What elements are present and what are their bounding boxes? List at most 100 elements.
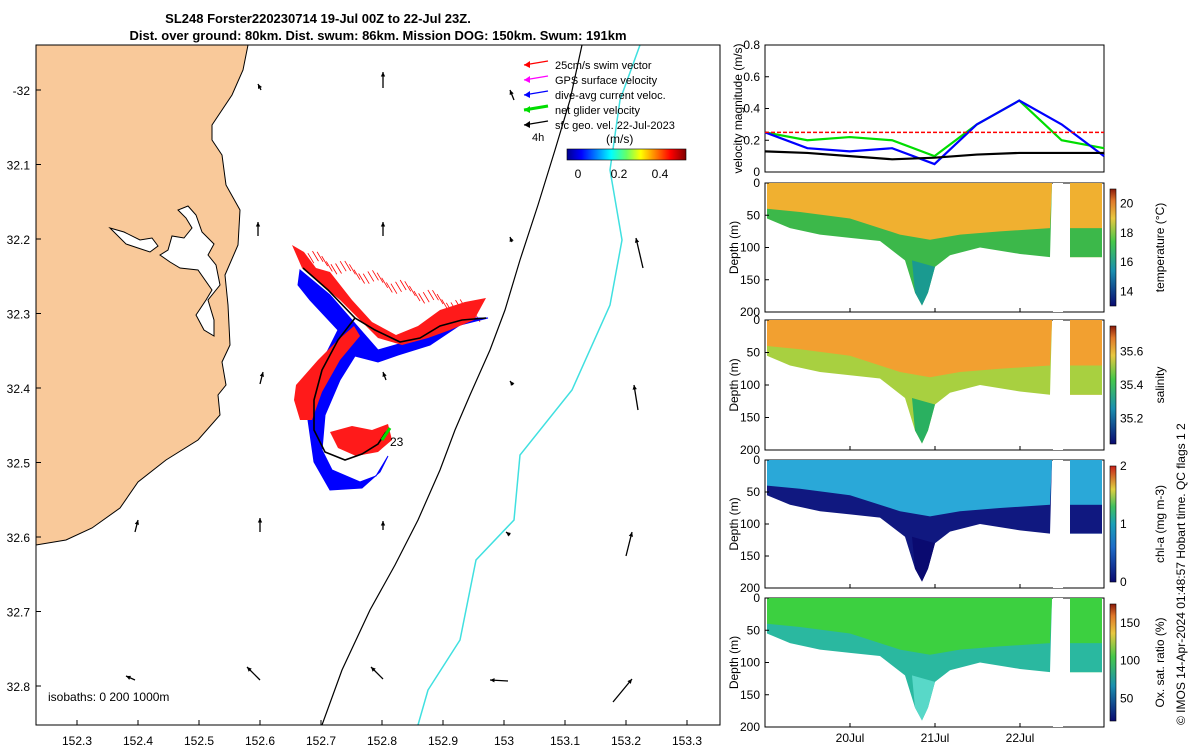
lon-tick-label: 152.7 <box>306 734 336 748</box>
swim-vector-fan-tail <box>330 424 392 456</box>
geo-arrow-head <box>634 238 640 243</box>
colorbar-tick-label: 0 <box>1120 575 1127 589</box>
legend-label: GPS surface velocity <box>555 75 658 87</box>
lon-tick-label: 152.4 <box>123 734 153 748</box>
colorbar-label: temperature (°C) <box>1153 203 1167 293</box>
swim-vector <box>390 283 398 294</box>
geo-velocity-arrow <box>505 531 511 537</box>
lat-tick-label: 32.7 <box>7 606 31 620</box>
heatmap-panel: 0 50 100 150 200 Depth (m) 0 1 2 chl-a (mg m-3) <box>727 453 1167 595</box>
lon-tick-label: 153 <box>494 734 514 748</box>
depth-tick-label: 50 <box>747 623 761 637</box>
swim-vector <box>395 281 402 293</box>
colorbar-tick-label: 20 <box>1120 197 1134 211</box>
geo-velocity-arrow <box>257 83 262 91</box>
legend-label: dive-avg current veloc. <box>555 90 666 102</box>
swim-vector <box>349 264 356 275</box>
swim-vector <box>409 285 416 297</box>
profile-deep-core <box>912 536 935 582</box>
swim-vector <box>321 255 329 267</box>
legend-item: dive-avg current veloc. <box>523 90 666 102</box>
heatmap-panel: 0 50 100 150 200 Depth (m) 50 100 150 Ox. sat. ra… <box>727 591 1167 734</box>
swim-vector <box>381 277 389 289</box>
lon-tick-label: 152.8 <box>367 734 397 748</box>
swim-vector <box>339 261 347 272</box>
legend-item: sfc geo. vel. 22-Jul-2023 <box>523 120 675 132</box>
isobath-note: isobaths: 0 200 1000m <box>48 690 169 704</box>
depth-tick-label: 50 <box>747 208 761 222</box>
time-note: 4h <box>532 132 544 144</box>
geo-arrow-head <box>380 72 386 77</box>
swim-vector <box>436 293 444 305</box>
legend-arrowhead <box>524 91 530 98</box>
swim-vector <box>316 251 324 263</box>
glider-track <box>302 267 487 461</box>
depth-tick-label: 100 <box>740 378 760 392</box>
velocity-series-line <box>764 150 1104 161</box>
depth-tick-label: 100 <box>740 517 760 531</box>
geo-velocity-arrow <box>370 666 384 680</box>
coastal-lake <box>159 205 221 337</box>
colorbar-tick-label: 0.4 <box>652 167 669 181</box>
profile-deep-core <box>912 260 935 306</box>
geo-arrow-head <box>382 372 387 377</box>
legend-arrowhead <box>524 121 530 128</box>
geo-velocity-arrow <box>509 380 515 386</box>
geo-arrow-head <box>247 667 252 672</box>
time-axis-labels: 20Jul 21Jul 22Jul <box>836 731 1035 745</box>
lon-tick-label: 153.2 <box>611 734 641 748</box>
profile-upper-layer <box>767 598 1052 655</box>
geo-arrow-head <box>259 372 265 377</box>
depth-tick-label: 200 <box>740 443 760 457</box>
geo-arrow-head <box>632 385 637 390</box>
legend-item: GPS surface velocity <box>523 75 658 87</box>
geo-arrow-head <box>506 532 511 537</box>
colorbar-tick-label: 1 <box>1120 517 1127 531</box>
profile-deep-core <box>912 398 935 444</box>
geo-velocity-arrow <box>489 678 509 683</box>
colorbar-tick-label: 35.4 <box>1120 378 1144 392</box>
geo-velocity-arrow <box>380 222 386 236</box>
map-frame <box>35 44 721 726</box>
depth-tick-label: 0 <box>753 313 760 327</box>
swim-vector <box>312 250 319 262</box>
longitude-ticks: 152.3 152.4 152.5 152.6 152.7 152.8 152.9 153 15… <box>62 720 702 748</box>
depth-tick-label: 0 <box>753 591 760 605</box>
lat-tick-label: 32.6 <box>7 531 31 545</box>
map-legend: 25cm/s swim vector GPS surface velocity di… <box>523 60 687 181</box>
legend-arrowhead <box>524 106 530 113</box>
colorbar-tick-label: 2 <box>1120 459 1127 473</box>
swim-vector-fan-south <box>294 326 360 420</box>
swim-vector <box>330 264 338 275</box>
geo-velocity-arrow <box>255 222 261 236</box>
map-panel: 23 152.3 152.4 152.5 152.6 152.7 152.8 152.9 15… <box>7 44 721 748</box>
heatmap-panel: 0 50 100 150 200 Depth (m) 14 16 18 20 temperature… <box>727 176 1167 319</box>
geo-velocity-arrow <box>632 384 639 411</box>
velocity-ytick-label: 0.2 <box>743 133 760 147</box>
geo-velocity-arrow <box>125 675 136 681</box>
depth-tick-label: 200 <box>740 581 760 595</box>
colorbar-label: Ox. sat. ratio (%) <box>1153 617 1167 707</box>
geo-velocity-arrow <box>380 521 386 530</box>
swim-vector <box>307 252 315 264</box>
colorbar-tick-label: 0.2 <box>611 167 628 181</box>
speed-colorbar-ticks: 0 0.2 0.4 <box>575 167 669 181</box>
latitude-ticks: -32 32.1 32.2 32.3 32.4 32.5 32.6 32.7 32.8 <box>7 84 41 694</box>
swim-vector <box>441 299 449 310</box>
legend-item: net glider velocity <box>523 104 640 117</box>
swim-vector <box>358 273 365 284</box>
depth-tick-label: 0 <box>753 176 760 190</box>
coastal-river <box>108 226 159 253</box>
colorbar-tick-label: 14 <box>1120 284 1134 298</box>
profile-late-block-lower <box>1070 504 1102 534</box>
geo-arrow-head <box>627 679 632 684</box>
geo-velocity-arrow <box>259 371 265 385</box>
lon-tick-label: 152.5 <box>184 734 214 748</box>
depth-ylabel: Depth (m) <box>727 358 741 411</box>
velocity-ylabel: velocity magnitude (m/s) <box>731 43 745 173</box>
depth-ylabel: Depth (m) <box>727 636 741 689</box>
colorbar-label: salinity <box>1153 367 1167 404</box>
swim-vector <box>422 291 430 303</box>
